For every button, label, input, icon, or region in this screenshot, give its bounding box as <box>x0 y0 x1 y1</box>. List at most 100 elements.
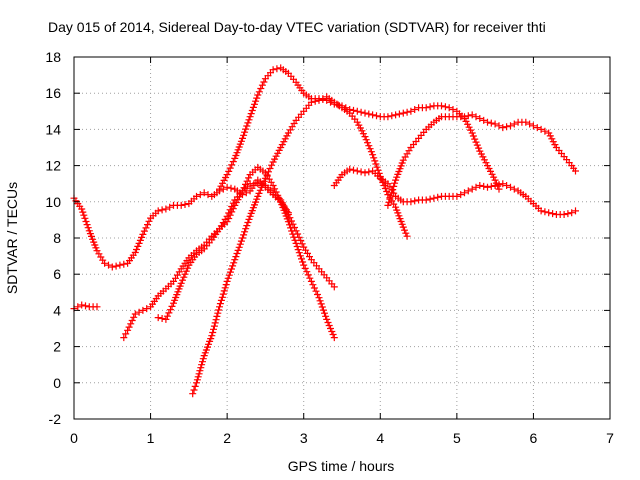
data-point <box>184 264 192 272</box>
data-point <box>329 331 337 338</box>
data-point <box>342 104 350 112</box>
data-point <box>233 250 241 257</box>
data-point <box>240 184 248 192</box>
data-point <box>259 180 267 188</box>
y-tick-label: 6 <box>53 266 61 282</box>
x-tick-label: 0 <box>70 430 78 446</box>
x-tick-label: 7 <box>606 430 614 446</box>
data-point <box>434 193 442 201</box>
data-point <box>491 120 499 128</box>
data-point <box>254 91 262 99</box>
data-point <box>499 180 507 188</box>
data-point <box>289 230 297 238</box>
data-point <box>81 214 89 222</box>
data-point <box>216 300 224 308</box>
data-point <box>226 206 234 214</box>
data-point <box>461 113 468 121</box>
data-point <box>298 240 306 248</box>
data-point <box>369 151 377 159</box>
data-point <box>199 355 207 363</box>
data-point <box>292 239 300 247</box>
data-point <box>198 361 206 369</box>
data-point <box>537 125 545 133</box>
data-point <box>139 306 147 314</box>
data-point <box>294 246 302 254</box>
data-point <box>284 209 292 217</box>
data-point <box>273 65 281 73</box>
data-point <box>572 207 579 215</box>
data-point <box>346 106 354 113</box>
data-point <box>457 191 465 199</box>
data-point <box>134 242 142 250</box>
data-point <box>223 212 231 220</box>
data-point <box>389 186 397 194</box>
data-point <box>572 167 579 175</box>
data-point <box>286 221 293 229</box>
data-point <box>228 265 235 273</box>
x-tick-label: 2 <box>223 430 231 446</box>
y-tick-label: -2 <box>49 411 62 427</box>
data-point <box>403 232 411 240</box>
data-point <box>195 370 203 378</box>
data-point <box>224 274 232 282</box>
data-point <box>214 309 222 317</box>
data-point <box>533 124 541 132</box>
data-point <box>361 109 369 117</box>
data-point <box>242 189 250 197</box>
data-point <box>507 122 514 130</box>
series-arc-8 <box>384 111 579 209</box>
data-point <box>323 96 331 104</box>
data-point <box>135 239 143 247</box>
data-point <box>468 185 476 193</box>
y-tick-label: 16 <box>45 85 61 101</box>
data-point <box>391 179 399 187</box>
data-point <box>223 171 231 179</box>
x-tick-label: 5 <box>453 430 461 446</box>
data-point <box>507 183 514 191</box>
data-point <box>362 136 370 144</box>
data-point <box>218 293 226 301</box>
data-point <box>131 310 139 318</box>
data-point <box>232 253 240 261</box>
data-point <box>271 185 279 193</box>
data-point <box>388 112 396 120</box>
x-tick-label: 3 <box>300 430 308 446</box>
data-point <box>269 182 277 189</box>
data-point <box>350 166 357 174</box>
data-point <box>315 95 323 103</box>
data-point <box>237 237 245 245</box>
data-point <box>361 133 369 141</box>
data-point <box>244 219 252 226</box>
data-point <box>319 306 327 314</box>
data-point <box>445 104 453 112</box>
data-point <box>307 277 315 285</box>
data-point <box>261 174 269 182</box>
data-point <box>370 154 378 162</box>
x-tick-label: 1 <box>147 430 155 446</box>
y-tick-label: 18 <box>45 49 61 65</box>
chart-title: Day 015 of 2014, Sidereal Day-to-day VTE… <box>48 19 546 35</box>
data-point <box>93 303 101 311</box>
data-point <box>82 302 89 310</box>
data-point <box>222 281 230 289</box>
y-axis-label: SDTVAR / TECUs <box>4 182 20 294</box>
data-point <box>372 160 380 168</box>
data-point <box>190 386 198 394</box>
y-tick-label: 2 <box>53 339 61 355</box>
series-layer <box>70 64 579 398</box>
data-point <box>385 198 393 206</box>
data-point <box>82 218 90 225</box>
x-tick-label: 6 <box>530 430 538 446</box>
data-point <box>242 125 250 133</box>
data-point <box>245 174 253 182</box>
data-point <box>78 205 86 213</box>
data-point <box>388 189 396 197</box>
data-point <box>239 234 246 242</box>
data-point <box>476 115 484 122</box>
data-point <box>471 135 479 143</box>
data-point <box>317 300 325 308</box>
data-point <box>430 194 438 202</box>
data-point <box>142 224 150 232</box>
data-point <box>387 192 395 200</box>
